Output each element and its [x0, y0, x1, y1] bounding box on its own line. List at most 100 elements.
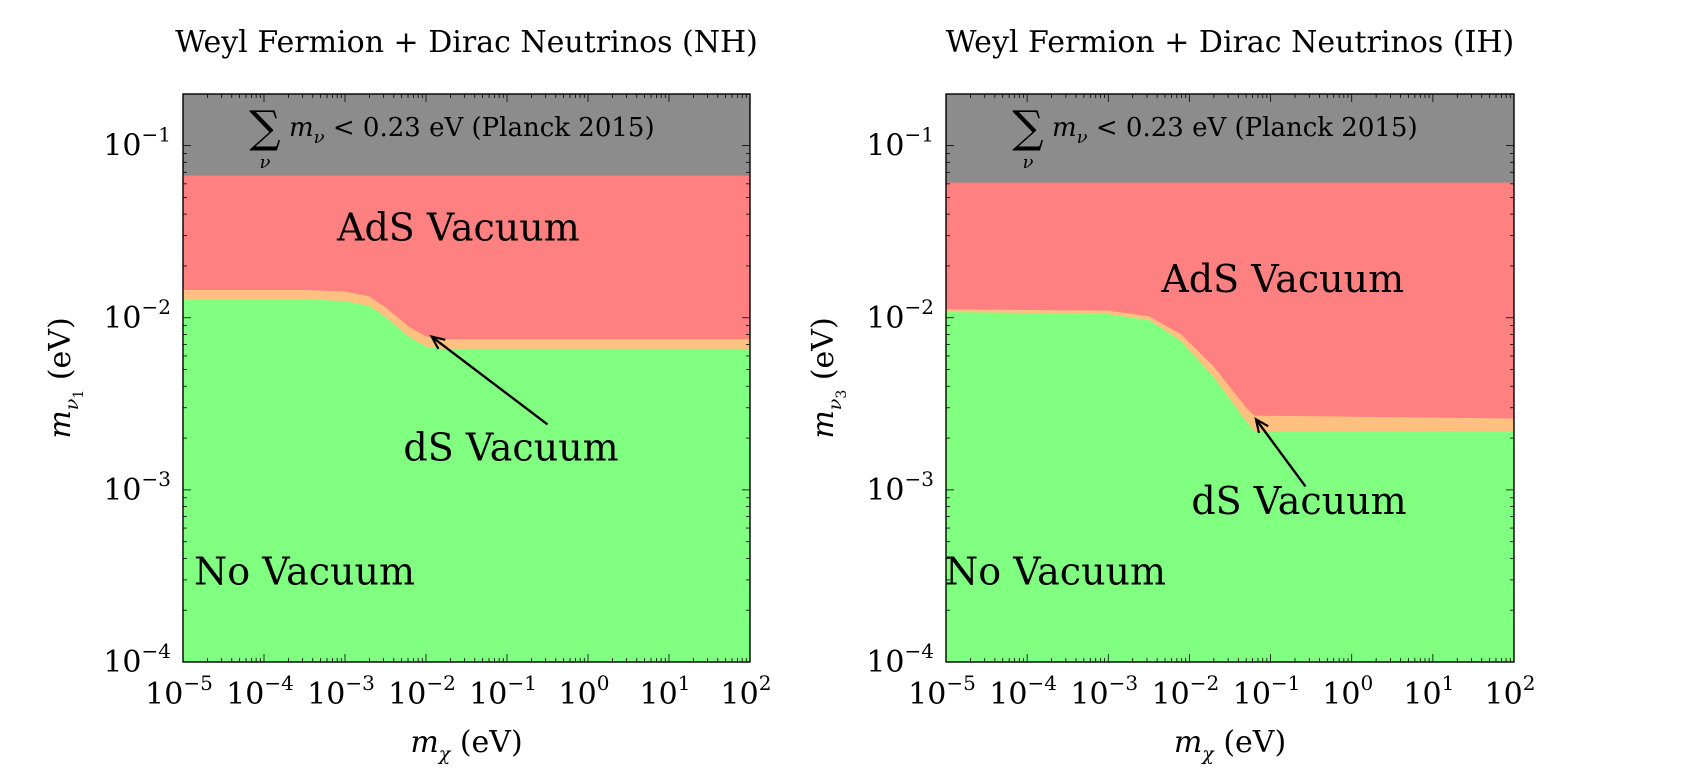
y-axis-label: mν3 (eV) [806, 317, 850, 438]
x-axis-unit: (eV) [450, 725, 522, 760]
y-tick-base: 10 [103, 129, 141, 164]
x-tick-base: 10 [1322, 677, 1360, 712]
sum-index: ν [1023, 152, 1034, 173]
x-tick-exponent: −5 [183, 671, 212, 695]
y-axis-unit: (eV) [43, 317, 78, 389]
x-tick-base: 10 [1403, 677, 1441, 712]
x-tick-exponent: −1 [1271, 671, 1300, 695]
ds-arrow-shaft [430, 335, 549, 426]
x-tick-exponent: 1 [678, 671, 691, 695]
y-tick-base: 10 [103, 301, 141, 336]
y-tick-base: 10 [103, 645, 141, 680]
x-tick-label: 10−4 [226, 671, 294, 712]
x-tick-exponent: −2 [426, 671, 455, 695]
y-tick-label: 10−1 [866, 123, 934, 164]
x-axis-subscript: χ [1200, 743, 1215, 765]
x-tick-exponent: 2 [1523, 671, 1536, 695]
x-tick-base: 10 [640, 677, 678, 712]
plot-area [183, 94, 750, 662]
planck-constraint-label: mν < 0.23 eV (Planck 2015) [289, 113, 655, 148]
y-tick-base: 10 [866, 473, 904, 508]
x-tick-base: 10 [388, 677, 426, 712]
x-tick-label: 10−2 [388, 671, 456, 712]
y-tick-label: 10−1 [103, 123, 171, 164]
no-vacuum-label: No Vacuum [194, 550, 415, 594]
no-vacuum-region [183, 299, 750, 662]
y-axis-symbol: m [806, 410, 841, 438]
y-tick-exponent: −2 [142, 295, 171, 319]
y-tick-label: 10−4 [103, 639, 171, 680]
x-tick-label: 100 [559, 671, 610, 712]
x-tick-base: 10 [145, 677, 183, 712]
ads-vacuum-label: AdS Vacuum [1160, 257, 1404, 301]
y-tick-label: 10−3 [103, 467, 171, 508]
x-tick-label: 102 [721, 671, 772, 712]
y-tick-exponent: −1 [905, 123, 934, 147]
y-tick-exponent: −1 [142, 123, 171, 147]
y-tick-label: 10−4 [866, 639, 934, 680]
y-tick-exponent: −4 [142, 639, 171, 663]
x-axis-symbol: m [410, 725, 438, 760]
x-tick-label: 10−1 [469, 671, 537, 712]
chart-panel-ih: Weyl Fermion + Dirac Neutrinos (IH)10−5 1… [806, 25, 1535, 765]
y-tick-exponent: −3 [142, 467, 171, 491]
plot-area [946, 94, 1514, 662]
chart-title: Weyl Fermion + Dirac Neutrinos (IH) [946, 25, 1514, 60]
excluded-region [183, 94, 750, 176]
y-axis-subsubscript: 1 [71, 390, 87, 399]
x-tick-label: 10−1 [1233, 671, 1301, 712]
x-axis-unit: (eV) [1214, 725, 1286, 760]
x-tick-base: 10 [989, 677, 1027, 712]
x-tick-base: 10 [1233, 677, 1271, 712]
sum-index: ν [260, 152, 271, 173]
ds-arrow-shaft [1254, 418, 1307, 488]
sum-symbol: ∑ [249, 102, 280, 153]
y-axis-label: mν1 (eV) [43, 317, 87, 438]
x-tick-base: 10 [1485, 677, 1523, 712]
constraint-symbol: m [289, 113, 314, 143]
constraint-relation: < 0.23 eV (Planck 2015) [325, 113, 655, 143]
y-tick-label: 10−3 [866, 467, 934, 508]
x-tick-label: 101 [1403, 671, 1454, 712]
x-axis-label: mχ (eV) [1174, 725, 1286, 765]
x-tick-exponent: −1 [507, 671, 536, 695]
x-axis-symbol: m [1174, 725, 1202, 760]
x-tick-exponent: −4 [264, 671, 293, 695]
x-tick-label: 10−3 [307, 671, 375, 712]
y-tick-base: 10 [866, 301, 904, 336]
x-tick-exponent: 0 [1360, 671, 1373, 695]
y-tick-base: 10 [866, 645, 904, 680]
x-tick-exponent: −3 [1109, 671, 1138, 695]
constraint-symbol: m [1052, 113, 1077, 143]
x-tick-exponent: 1 [1442, 671, 1455, 695]
y-tick-base: 10 [103, 473, 141, 508]
x-tick-base: 10 [1070, 677, 1108, 712]
x-tick-base: 10 [307, 677, 345, 712]
x-tick-base: 10 [721, 677, 759, 712]
x-tick-base: 10 [226, 677, 264, 712]
no-vacuum-label: No Vacuum [945, 550, 1166, 594]
y-tick-exponent: −2 [905, 295, 934, 319]
ds-arrow-head [1254, 417, 1269, 434]
y-axis-unit: (eV) [806, 317, 841, 389]
y-tick-label: 10−2 [103, 295, 171, 336]
x-tick-base: 10 [469, 677, 507, 712]
no-vacuum-region [946, 312, 1514, 662]
chart-panel-nh: Weyl Fermion + Dirac Neutrinos (NH)10−5 1… [43, 25, 771, 765]
x-tick-base: 10 [1152, 677, 1190, 712]
x-tick-label: 10−2 [1152, 671, 1220, 712]
x-tick-exponent: −5 [946, 671, 975, 695]
ads-vacuum-label: AdS Vacuum [336, 205, 580, 249]
y-tick-exponent: −4 [905, 639, 934, 663]
x-tick-exponent: −4 [1027, 671, 1056, 695]
y-axis-symbol: m [43, 410, 78, 438]
x-axis-subscript: χ [437, 743, 452, 765]
y-tick-label: 10−2 [866, 295, 934, 336]
ds-arrow-head [429, 335, 446, 350]
x-tick-exponent: −3 [345, 671, 374, 695]
x-tick-base: 10 [559, 677, 597, 712]
y-axis-subscript: ν [824, 398, 846, 410]
constraint-subscript: ν [1077, 127, 1088, 148]
excluded-region [946, 94, 1514, 183]
